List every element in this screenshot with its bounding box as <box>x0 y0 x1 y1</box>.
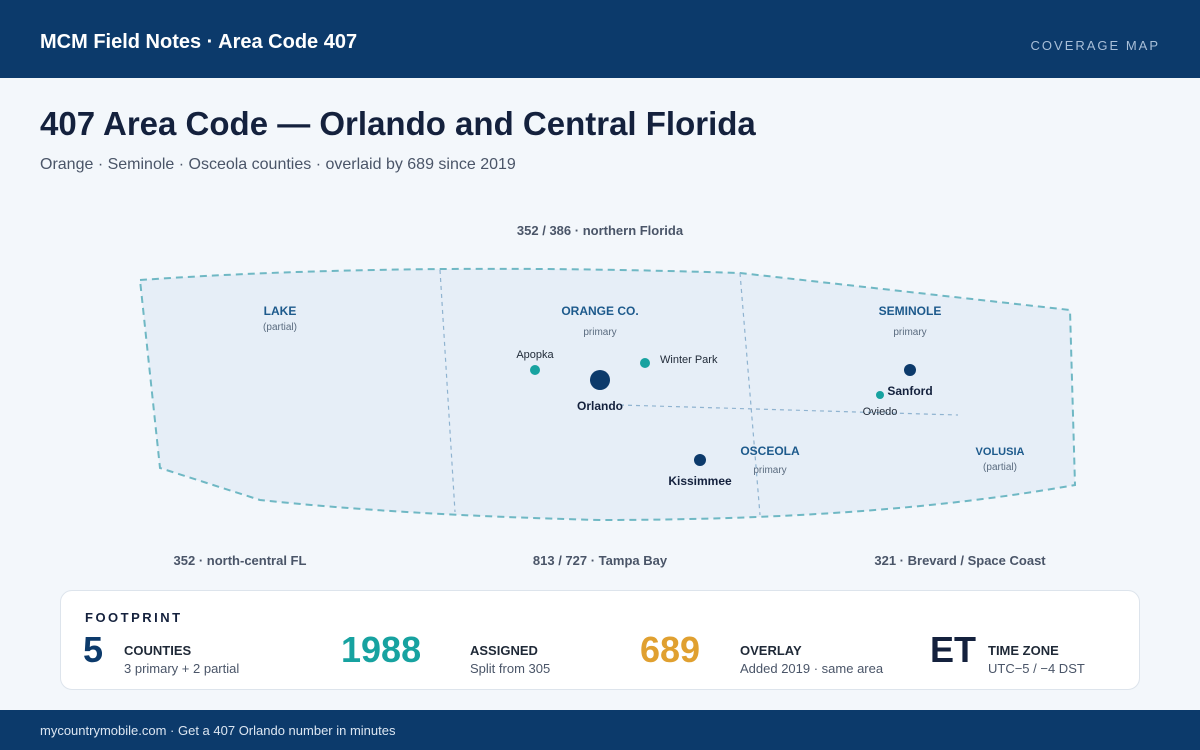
city-orlando-marker <box>590 370 610 390</box>
counties-value: 5 <box>83 629 104 670</box>
region-volusia-name: VOLUSIA <box>976 446 1025 458</box>
region-lake-note: (partial) <box>263 322 297 333</box>
region-osceola-name: OSCEOLA <box>740 444 800 458</box>
city-oviedo-marker <box>876 391 884 399</box>
city-winter-park-marker <box>640 358 650 368</box>
neighbor-south-label: 813 / 727 · Tampa Bay <box>533 553 668 568</box>
city-winter-park-label: Winter Park <box>660 354 718 366</box>
footprint-title: FOOTPRINT <box>85 610 183 625</box>
overlay-value: 689 <box>640 629 701 670</box>
page-title: 407 Area Code — Orlando and Central Flor… <box>40 105 756 142</box>
region-seminole-name: SEMINOLE <box>879 304 942 318</box>
counties-sub: 3 primary + 2 partial <box>124 661 240 676</box>
city-apopka-marker <box>530 365 540 375</box>
region-orange-name: ORANGE CO. <box>561 304 638 318</box>
time-zone-label: TIME ZONE <box>988 643 1059 658</box>
region-osceola-note: primary <box>753 465 786 476</box>
neighbor-southwest-label: 352 · north-central FL <box>174 553 307 568</box>
top-bar: MCM Field Notes · Area Code 407 COVERAGE… <box>0 0 1200 78</box>
coverage-map: 352 / 386 · northern Florida 352 · north… <box>138 223 1077 568</box>
area-407-boundary <box>138 267 1077 522</box>
footprint-panel: FOOTPRINT 5 COUNTIES 3 primary + 2 parti… <box>60 590 1140 690</box>
time-zone-value: ET <box>930 629 977 670</box>
overlay-sub: Added 2019 · same area <box>740 661 884 676</box>
brand-title: MCM Field Notes · Area Code 407 <box>40 31 358 53</box>
orange-osceola-line <box>619 404 959 416</box>
assigned-label: ASSIGNED <box>470 643 538 658</box>
city-sanford-marker <box>904 364 916 376</box>
city-kissimmee-marker <box>694 454 706 466</box>
region-seminole-note: primary <box>893 327 926 338</box>
city-sanford-label: Sanford <box>887 384 932 398</box>
neighbor-southeast-label: 321 · Brevard / Space Coast <box>874 553 1046 568</box>
footer-text: mycountrymobile.com · Get a 407 Orlando … <box>40 723 396 738</box>
overlay-label: OVERLAY <box>740 643 802 658</box>
time-zone-sub: UTC−5 / −4 DST <box>988 661 1085 676</box>
city-orlando-label: Orlando <box>577 399 623 413</box>
footer-bar: mycountrymobile.com · Get a 407 Orlando … <box>0 710 1200 750</box>
counties-label: COUNTIES <box>124 643 192 658</box>
region-orange-note: primary <box>583 327 616 338</box>
orange-seminole-line <box>739 272 761 516</box>
city-oviedo-label: Oviedo <box>863 406 898 418</box>
city-kissimmee-label: Kissimmee <box>668 474 732 488</box>
assigned-sub: Split from 305 <box>470 661 551 676</box>
assigned-value: 1988 <box>341 629 422 670</box>
county-lines <box>439 269 959 516</box>
coverage-map-tag: COVERAGE MAP <box>1030 38 1160 53</box>
lake-orange-line <box>439 269 456 513</box>
neighbor-north-label: 352 / 386 · northern Florida <box>517 223 684 238</box>
region-lake-name: LAKE <box>264 304 297 318</box>
region-volusia-note: (partial) <box>983 462 1017 473</box>
city-apopka-label: Apopka <box>516 349 554 361</box>
page-subtitle: Orange · Seminole · Osceola counties · o… <box>40 156 516 173</box>
